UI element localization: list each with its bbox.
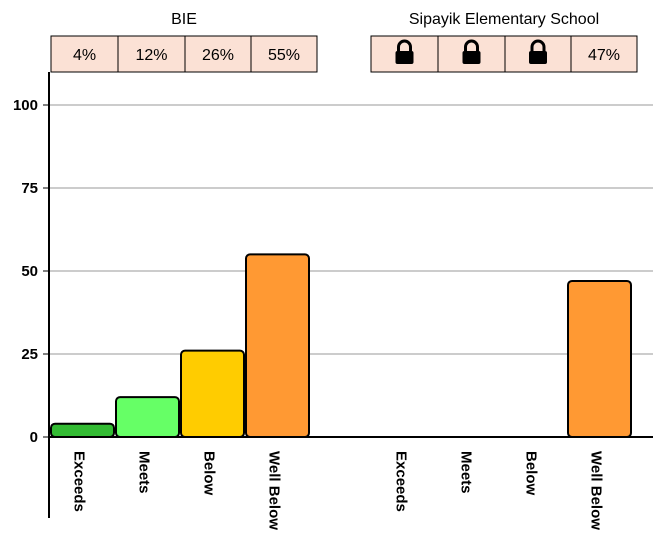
y-tick-label: 25 <box>21 346 38 363</box>
category-label: Below <box>201 451 218 496</box>
bar-meets <box>115 396 180 439</box>
category-label: Exceeds <box>71 451 88 512</box>
header-cell <box>50 35 119 73</box>
category-label: Well Below <box>266 451 283 530</box>
y-tick-label: 50 <box>21 263 38 280</box>
category-label: Meets <box>458 451 475 494</box>
group-title: BIE <box>171 11 197 28</box>
lock-icon <box>529 39 547 64</box>
header-cell <box>570 35 638 73</box>
category-label: Well Below <box>588 451 605 530</box>
bar-well-below <box>567 279 632 438</box>
header-cell-value: 55% <box>268 47 300 64</box>
header-cell-value: 47% <box>588 47 620 64</box>
header-cell <box>117 35 186 73</box>
category-label: Below <box>523 451 540 496</box>
y-tick-label: 75 <box>21 180 38 197</box>
y-tick-label: 100 <box>13 97 38 114</box>
lock-icon <box>395 39 414 64</box>
bar-well-below <box>245 253 310 438</box>
group-title: Sipayik Elementary School <box>409 11 599 28</box>
header-cell-value: 12% <box>135 47 167 64</box>
bar-exceeds <box>50 422 115 439</box>
header-cell-value: 26% <box>202 47 234 64</box>
lock-icon <box>462 39 481 64</box>
y-tick-label: 0 <box>30 429 38 446</box>
category-label: Meets <box>136 451 153 494</box>
header-cell-value: 4% <box>73 47 96 64</box>
category-label: Exceeds <box>393 451 410 512</box>
header-cell <box>250 35 318 73</box>
bar-below <box>180 349 245 438</box>
